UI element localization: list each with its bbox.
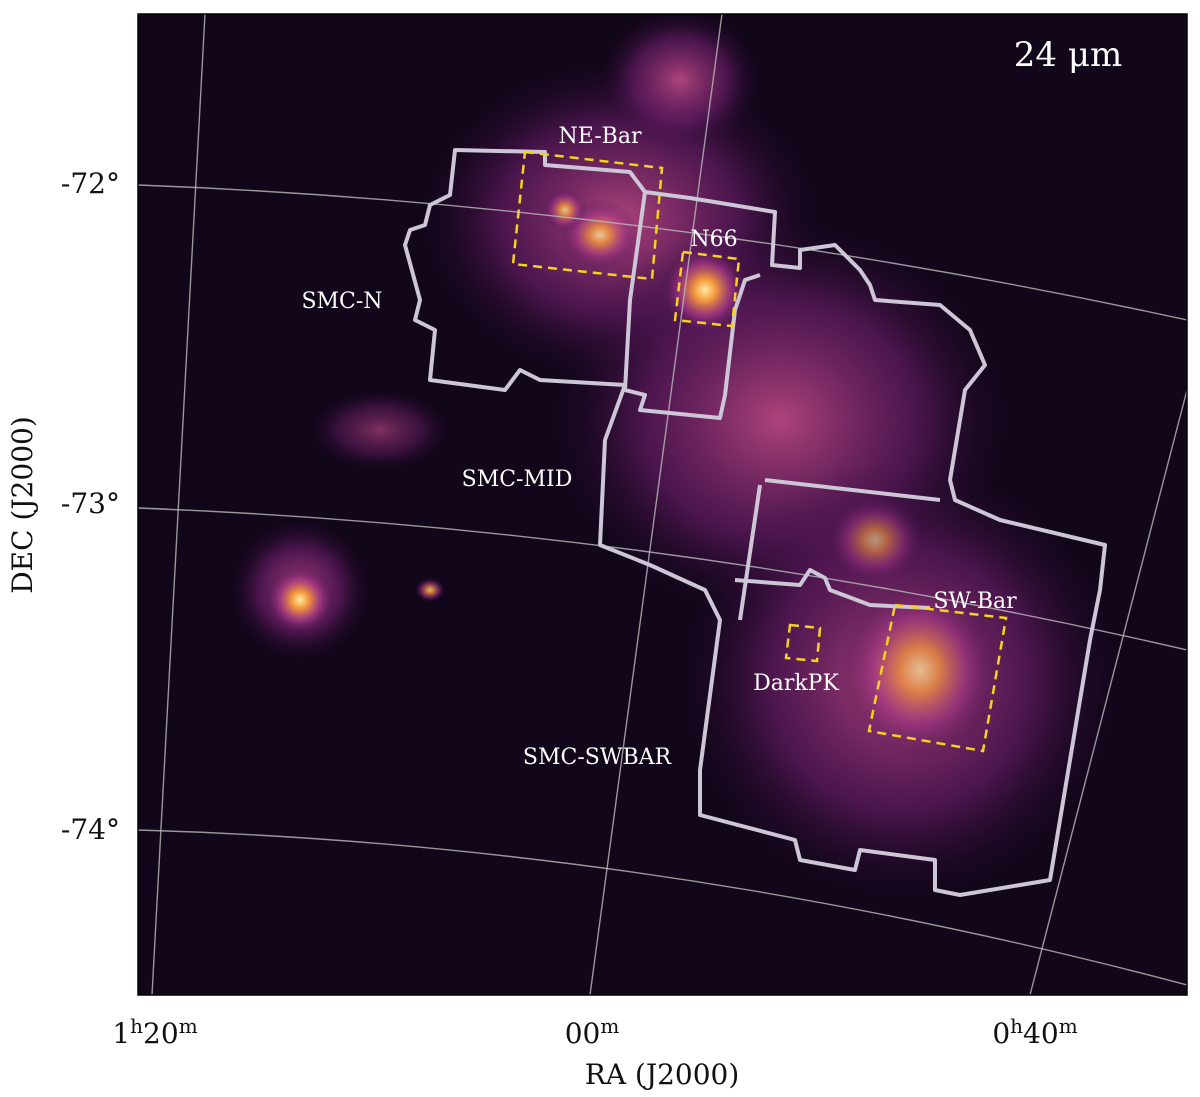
tick-part: h bbox=[1010, 1014, 1023, 1038]
grid-line bbox=[138, 184, 1187, 321]
grid-line bbox=[138, 829, 1187, 986]
field-label: SMC-SWBAR bbox=[523, 745, 673, 770]
field-label: SMC-MID bbox=[462, 467, 573, 492]
region-label: DarkPK bbox=[753, 671, 839, 696]
region-label: SW-Bar bbox=[933, 589, 1017, 614]
panel-label: 24 μm bbox=[1014, 35, 1122, 75]
region-label: N66 bbox=[690, 227, 737, 252]
grid-line bbox=[589, 14, 723, 995]
y-tick-label: -72° bbox=[61, 167, 120, 200]
tick-part: m bbox=[1059, 1014, 1078, 1038]
tick-part: m bbox=[600, 1014, 619, 1038]
x-tick-label: 00m bbox=[565, 1014, 620, 1050]
tick-part: 0 bbox=[992, 1017, 1010, 1050]
survey-outline bbox=[734, 478, 941, 621]
survey-outline bbox=[403, 148, 1107, 897]
region-box bbox=[673, 250, 741, 328]
region-box bbox=[784, 623, 822, 663]
tick-part: 1 bbox=[112, 1017, 130, 1050]
region-box bbox=[867, 603, 1008, 753]
plot-frame bbox=[137, 13, 1188, 996]
x-axis-label: RA (J2000) bbox=[585, 1058, 740, 1091]
tick-part: 00 bbox=[565, 1017, 601, 1050]
y-axis-label: DEC (J2000) bbox=[6, 416, 39, 594]
grid-line bbox=[1029, 389, 1187, 995]
tick-part: h bbox=[130, 1014, 143, 1038]
tick-part: 20 bbox=[143, 1017, 179, 1050]
y-tick-label: -73° bbox=[61, 487, 120, 520]
survey-outline bbox=[623, 191, 761, 420]
region-box bbox=[511, 150, 664, 281]
x-tick-label: 0h40m bbox=[992, 1014, 1077, 1050]
grid-line bbox=[151, 14, 206, 995]
sky-image: 24 μm NE-Bar N66 SW-Bar DarkPK SMC-N SMC… bbox=[138, 14, 1187, 995]
grid-line bbox=[138, 507, 1187, 651]
x-tick-label: 1h20m bbox=[112, 1014, 197, 1050]
tick-part: m bbox=[179, 1014, 198, 1038]
field-label: SMC-N bbox=[301, 289, 382, 314]
region-label: NE-Bar bbox=[559, 124, 642, 149]
y-tick-label: -74° bbox=[61, 813, 120, 846]
tick-part: 40 bbox=[1023, 1017, 1059, 1050]
